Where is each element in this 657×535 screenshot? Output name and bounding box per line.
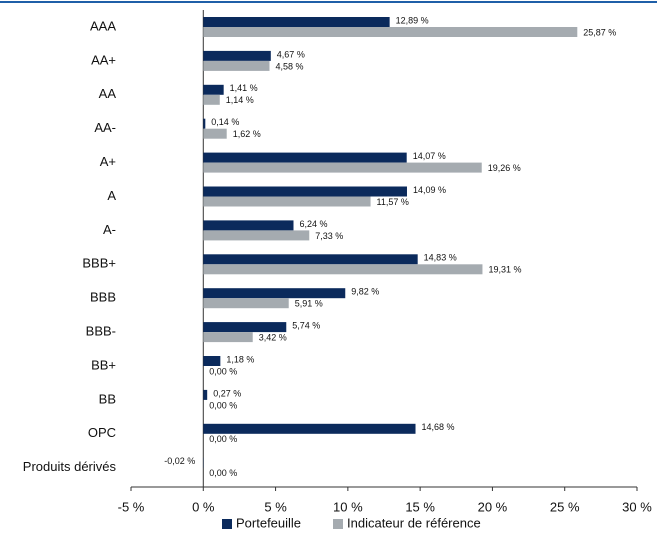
value-label: 1,41 % <box>230 83 258 93</box>
legend-swatch <box>222 519 232 529</box>
value-label: 14,68 % <box>422 422 455 432</box>
bar <box>203 288 346 299</box>
category-label: BBB- <box>86 324 116 339</box>
x-tick-label: 5 % <box>264 499 287 514</box>
category-label: AA <box>99 86 117 101</box>
value-label: 1,18 % <box>226 354 254 364</box>
x-tick-label: 25 % <box>550 499 580 514</box>
bar <box>203 84 224 95</box>
value-label: 0,00 % <box>209 434 237 444</box>
bar <box>203 423 416 434</box>
value-label: 11,57 % <box>377 197 409 207</box>
bar <box>203 27 578 37</box>
bar <box>203 298 289 309</box>
value-label: 14,09 % <box>413 185 446 195</box>
bar <box>203 322 287 333</box>
value-label: 0,00 % <box>209 468 237 478</box>
bar <box>203 162 482 173</box>
bar <box>203 332 253 343</box>
x-tick-label: 20 % <box>478 499 508 514</box>
value-label: 19,26 % <box>488 163 521 173</box>
x-tick-label: -5 % <box>118 499 145 514</box>
category-label: OPC <box>88 425 116 440</box>
value-label: 9,82 % <box>351 287 379 297</box>
value-label: 0,00 % <box>209 400 237 410</box>
bar <box>203 152 407 163</box>
category-label: BBB+ <box>82 256 116 271</box>
value-label: 14,07 % <box>413 151 446 161</box>
category-label: A <box>107 188 116 203</box>
bar <box>203 356 221 366</box>
bar <box>203 60 270 71</box>
legend-label: Portefeuille <box>236 515 301 530</box>
x-tick-label: 15 % <box>405 499 435 514</box>
value-label: 7,33 % <box>315 231 343 241</box>
value-label: 0,14 % <box>211 117 239 127</box>
category-label: AAA <box>90 18 116 33</box>
value-label: 1,62 % <box>233 129 261 139</box>
bar <box>203 230 310 241</box>
bar <box>203 118 206 129</box>
value-label: 4,67 % <box>277 49 305 59</box>
value-label: 25,87 % <box>583 27 616 37</box>
x-tick-label: 0 % <box>192 499 215 514</box>
category-label: Produits dérivés <box>23 459 117 474</box>
value-label: 0,00 % <box>209 366 237 376</box>
bar <box>203 264 483 275</box>
category-label: A+ <box>100 154 116 169</box>
bar <box>203 196 371 207</box>
bar <box>203 254 418 265</box>
value-label: 0,27 % <box>213 388 241 398</box>
category-label: A- <box>103 222 116 237</box>
bar <box>203 389 208 400</box>
bar <box>203 17 390 27</box>
value-label: 3,42 % <box>259 332 287 342</box>
value-label: 19,31 % <box>488 265 521 275</box>
bar <box>203 128 227 139</box>
bar <box>203 94 220 105</box>
category-label: BB <box>99 391 116 406</box>
bar <box>203 220 294 231</box>
bar <box>203 50 271 61</box>
value-label: 12,89 % <box>396 15 429 25</box>
category-label: AA+ <box>91 52 116 67</box>
legend-swatch <box>333 519 343 529</box>
x-tick-label: 30 % <box>622 499 652 514</box>
value-label: 5,74 % <box>292 320 320 330</box>
value-label: 5,91 % <box>295 299 323 309</box>
category-label: AA- <box>94 120 116 135</box>
bar <box>203 186 407 197</box>
value-label: 6,24 % <box>299 219 327 229</box>
x-tick-label: 10 % <box>333 499 363 514</box>
category-label: BBB <box>90 290 116 305</box>
value-label: 4,58 % <box>275 61 303 71</box>
legend-label: Indicateur de référence <box>347 515 481 530</box>
category-label: BB+ <box>91 357 116 372</box>
value-label: -0,02 % <box>164 456 195 466</box>
value-label: 1,14 % <box>226 95 254 105</box>
value-label: 14,83 % <box>424 253 457 263</box>
